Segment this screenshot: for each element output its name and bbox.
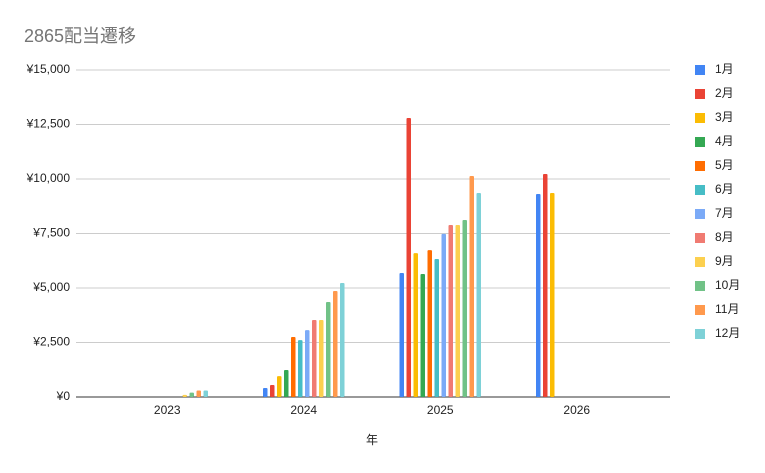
y-tick-label: ¥0 xyxy=(56,389,71,403)
bar xyxy=(476,192,481,397)
y-tick-label: ¥15,000 xyxy=(26,62,71,76)
legend-label: 8月 xyxy=(715,230,734,244)
bar xyxy=(455,224,460,397)
legend-swatch xyxy=(695,113,705,123)
bar xyxy=(406,117,411,398)
bar xyxy=(434,259,439,397)
bar xyxy=(413,253,418,397)
legend-label: 12月 xyxy=(715,326,740,340)
bar xyxy=(550,192,555,397)
legend-swatch xyxy=(695,89,705,99)
bar xyxy=(536,194,541,397)
bar xyxy=(263,388,268,397)
bar xyxy=(270,385,275,397)
x-tick-label: 2026 xyxy=(563,403,590,417)
x-tick-label: 2024 xyxy=(290,403,317,417)
bar xyxy=(420,274,425,397)
bar xyxy=(340,282,345,397)
bar xyxy=(469,175,474,397)
bar xyxy=(462,219,467,397)
bar xyxy=(319,320,324,397)
bar xyxy=(182,394,187,397)
bar xyxy=(305,330,310,397)
x-tick-label: 2025 xyxy=(427,403,454,417)
y-tick-label: ¥7,500 xyxy=(32,226,70,240)
bar xyxy=(196,390,201,397)
x-tick-label: 2023 xyxy=(154,403,181,417)
bar xyxy=(312,320,317,397)
legend-label: 2月 xyxy=(715,86,734,100)
y-tick-label: ¥2,500 xyxy=(32,335,70,349)
legend-swatch xyxy=(695,281,705,291)
bar xyxy=(441,233,446,397)
y-tick-label: ¥5,000 xyxy=(32,280,70,294)
bar xyxy=(189,392,194,397)
bar xyxy=(203,390,208,397)
x-axis-label: 年 xyxy=(366,433,378,447)
legend-swatch xyxy=(695,329,705,339)
legend-swatch xyxy=(695,65,705,75)
legend-label: 3月 xyxy=(715,110,734,124)
legend-swatch xyxy=(695,185,705,195)
legend-swatch xyxy=(695,233,705,243)
legend-swatch xyxy=(695,305,705,315)
y-tick-label: ¥10,000 xyxy=(26,171,71,185)
bar xyxy=(448,224,453,397)
legend-label: 1月 xyxy=(715,62,734,76)
bar xyxy=(291,337,296,397)
bar xyxy=(298,340,303,397)
legend-label: 4月 xyxy=(715,134,734,148)
legend-swatch xyxy=(695,161,705,171)
bar xyxy=(326,301,331,397)
legend-label: 11月 xyxy=(715,302,739,316)
legend-label: 5月 xyxy=(715,158,734,172)
bar xyxy=(277,376,282,397)
legend-label: 7月 xyxy=(715,206,734,220)
legend-swatch xyxy=(695,137,705,147)
chart-title: 2865配当遷移 xyxy=(24,26,136,46)
legend-swatch xyxy=(695,257,705,267)
bar xyxy=(333,291,338,397)
legend-swatch xyxy=(695,209,705,219)
legend-label: 10月 xyxy=(715,278,740,292)
y-tick-label: ¥12,500 xyxy=(26,117,71,131)
bar xyxy=(543,173,548,397)
legend-label: 9月 xyxy=(715,254,734,268)
bar xyxy=(427,250,432,397)
legend-label: 6月 xyxy=(715,182,734,196)
bar xyxy=(284,369,289,397)
bar xyxy=(399,272,404,397)
